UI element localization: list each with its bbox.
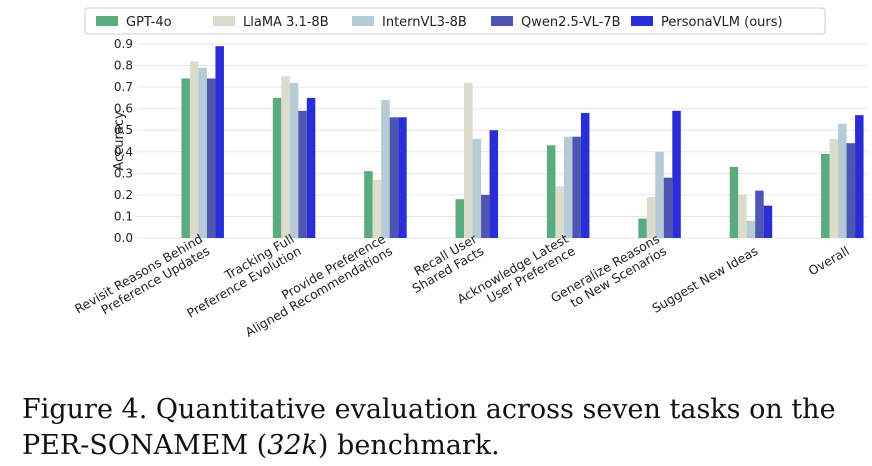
y-axis-label: Accuracy xyxy=(112,111,127,171)
legend-swatch xyxy=(213,16,235,26)
bars xyxy=(181,46,864,239)
bar-llama-3-1-8b-0 xyxy=(189,61,199,238)
legend-label: PersonaVLM (ours) xyxy=(661,15,783,30)
y-tick-label: 0.9 xyxy=(114,37,133,51)
y-tick-label: 0.6 xyxy=(114,102,133,116)
y-tick-label: 0.1 xyxy=(114,209,133,223)
x-tick-labels: Revisit Reasons BehindPreference Updates… xyxy=(72,231,852,340)
caption-italic: 32k xyxy=(267,430,318,461)
legend-swatch xyxy=(96,16,118,26)
legend-label: InternVL3-8B xyxy=(382,15,467,30)
x-tick-label-line: Overall xyxy=(806,243,852,278)
bar-qwen2-5-vl-7b-3 xyxy=(481,194,490,238)
bar-llama-3-1-8b-6 xyxy=(738,194,747,238)
legend-swatch xyxy=(352,16,374,26)
caption-text-after: ) benchmark. xyxy=(317,430,500,461)
bar-qwen2-5-vl-7b-5 xyxy=(663,177,673,238)
caption-label: Figure 4. xyxy=(22,394,148,425)
bar-llama-3-1-8b-4 xyxy=(555,186,564,238)
bar-llama-3-1-8b-1 xyxy=(281,76,290,238)
bar-personavlm-ours--1 xyxy=(306,97,316,238)
legend-swatch xyxy=(491,16,513,26)
x-tick-label-line: Revisit Reasons Behind xyxy=(72,231,205,317)
legend-label: LlaMA 3.1-8B xyxy=(243,15,329,30)
y-tick-label: 0.8 xyxy=(114,59,133,73)
bar-internvl3-8b-4 xyxy=(563,136,573,238)
y-tick-label: 0.3 xyxy=(114,166,133,180)
bar-internvl3-8b-3 xyxy=(472,138,482,238)
bar-qwen2-5-vl-7b-7 xyxy=(846,143,856,238)
bar-chart: 0.0 0.1 0.2 0.3 0.4 0.5 0.6 0.7 0.8 0.9 Revisit R… xyxy=(72,7,868,340)
y-tick-label: 0.4 xyxy=(114,145,133,159)
legend-label: Qwen2.5-VL-7B xyxy=(521,15,621,30)
bar-personavlm-ours--5 xyxy=(672,110,681,238)
bar-personavlm-ours--4 xyxy=(580,112,590,238)
bar-qwen2-5-vl-7b-2 xyxy=(389,117,399,238)
bar-personavlm-ours--7 xyxy=(855,115,864,238)
legend-label: GPT-4o xyxy=(126,15,172,30)
bar-personavlm-ours--3 xyxy=(489,130,499,238)
bar-internvl3-8b-0 xyxy=(198,67,207,239)
bar-gpt-4o-4 xyxy=(546,145,556,238)
y-tick-label: 0.0 xyxy=(114,231,133,245)
bar-gpt-4o-6 xyxy=(729,166,739,238)
bar-personavlm-ours--2 xyxy=(398,117,407,238)
grid-lines xyxy=(137,43,868,239)
bar-llama-3-1-8b-5 xyxy=(646,197,656,238)
bar-llama-3-1-8b-7 xyxy=(829,138,839,238)
y-tick-label: 0.5 xyxy=(114,123,133,137)
bar-qwen2-5-vl-7b-6 xyxy=(755,190,764,238)
bar-internvl3-8b-1 xyxy=(289,82,299,238)
bar-gpt-4o-7 xyxy=(821,153,830,238)
bar-internvl3-8b-2 xyxy=(381,100,390,238)
bar-gpt-4o-3 xyxy=(455,199,465,238)
bar-qwen2-5-vl-7b-0 xyxy=(206,78,216,239)
bar-llama-3-1-8b-3 xyxy=(464,82,473,238)
bar-gpt-4o-0 xyxy=(181,78,190,239)
bar-gpt-4o-5 xyxy=(638,218,647,238)
figure-caption: Figure 4. Quantitative evaluation across… xyxy=(22,392,852,464)
bar-gpt-4o-1 xyxy=(272,97,282,238)
bar-gpt-4o-2 xyxy=(364,171,373,238)
bar-personavlm-ours--6 xyxy=(763,205,773,238)
legend-swatch xyxy=(631,16,653,26)
bar-internvl3-8b-6 xyxy=(746,220,756,238)
bar-internvl3-8b-5 xyxy=(655,151,664,238)
axes: 0.0 0.1 0.2 0.3 0.4 0.5 0.6 0.7 0.8 0.9 xyxy=(114,37,133,245)
bar-qwen2-5-vl-7b-1 xyxy=(298,110,307,238)
bar-internvl3-8b-7 xyxy=(838,123,847,238)
x-tick-label: Overall xyxy=(806,243,852,278)
legend-box xyxy=(84,7,826,35)
bar-personavlm-ours--0 xyxy=(215,46,224,238)
legend: GPT-4o LlaMA 3.1-8B InternVL3-8B Qwen2.5-VL… xyxy=(84,7,826,35)
y-tick-label: 0.7 xyxy=(114,80,133,94)
bar-qwen2-5-vl-7b-4 xyxy=(572,136,581,238)
bar-llama-3-1-8b-2 xyxy=(372,179,382,238)
y-tick-label: 0.2 xyxy=(114,188,133,202)
caption-text-before: Quantitative evaluation across seven tas… xyxy=(22,394,836,461)
